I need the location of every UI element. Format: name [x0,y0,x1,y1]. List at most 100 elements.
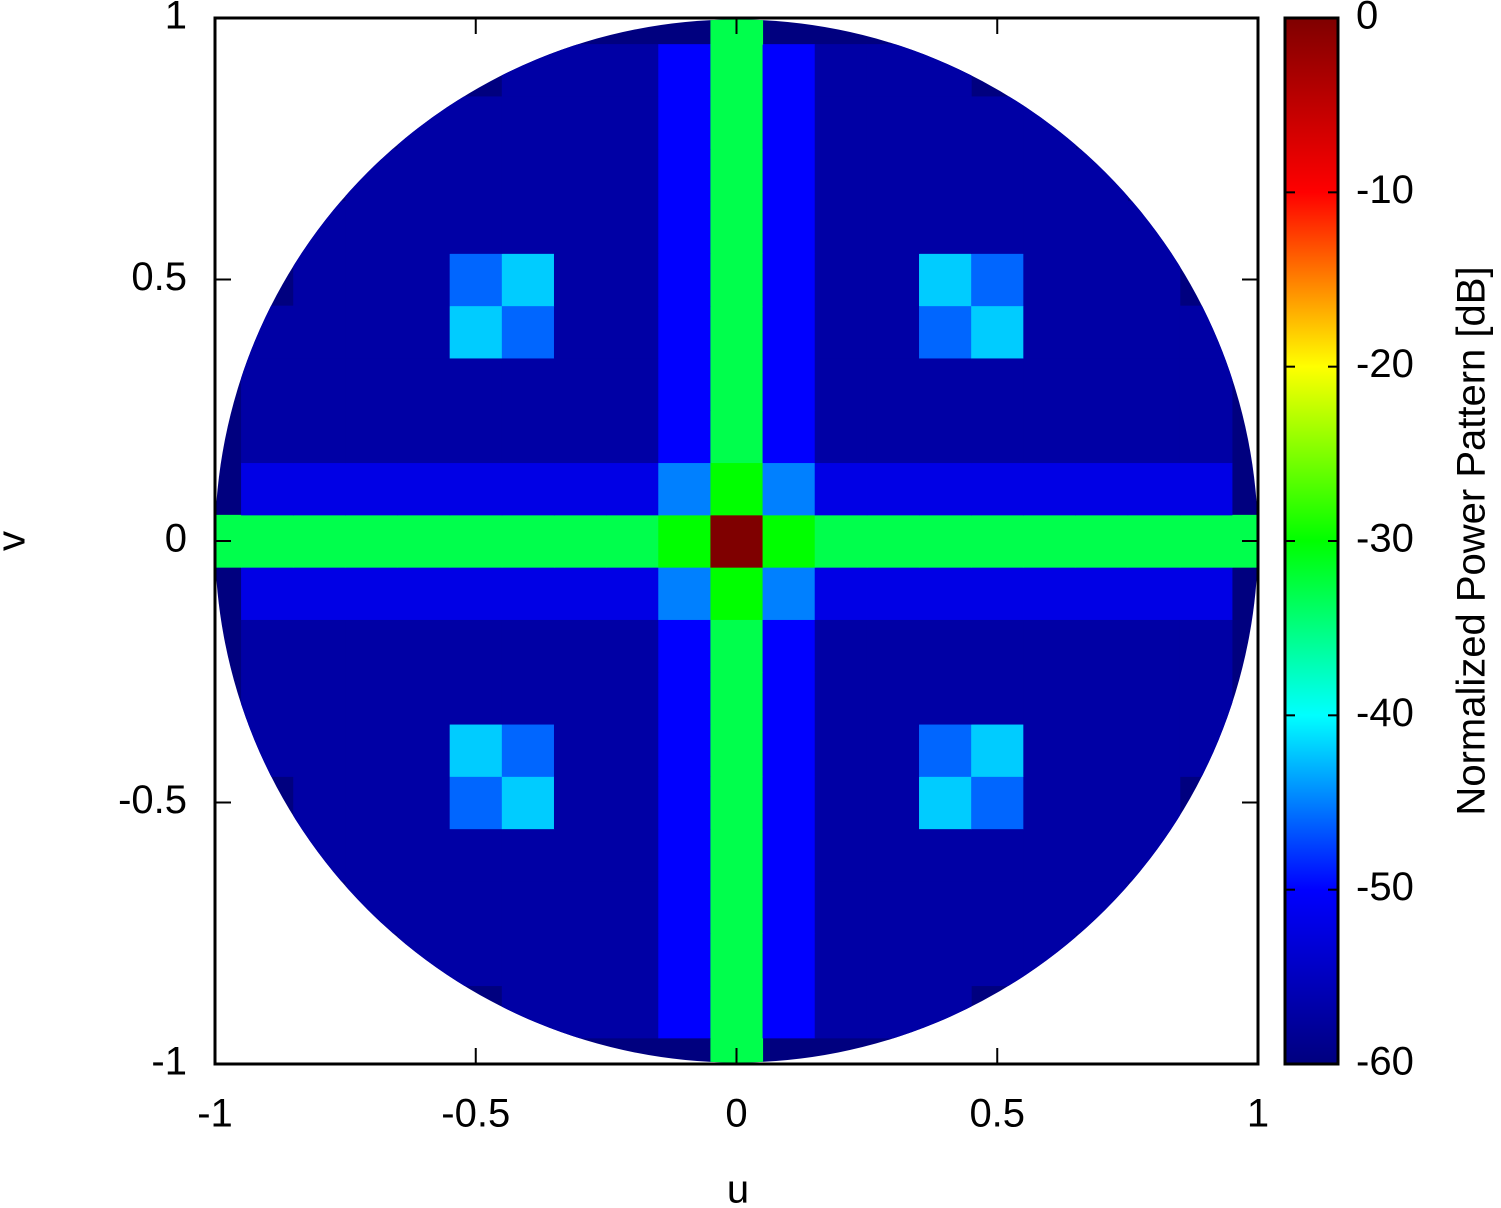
heatmap-cell [449,253,503,307]
heatmap-cell [919,724,972,777]
heatmap-cell [1179,567,1233,620]
heatmap-cell [1179,724,1233,777]
heatmap-cell [293,671,346,725]
heatmap-cell [397,933,451,987]
colorbar-label: Normalized Power Pattern [dB] [1450,266,1494,815]
heatmap-cell [1127,357,1181,411]
heatmap-cell [1023,567,1076,620]
x-tick-label: 0 [725,1092,747,1136]
heatmap-cell [553,410,607,464]
heatmap-cell [1023,96,1076,150]
heatmap-cell [866,880,920,934]
heatmap-cell [866,44,920,97]
heatmap-cell [762,933,816,987]
heatmap-cell [658,44,711,97]
heatmap-cell [606,828,659,882]
heatmap-cell [710,619,764,673]
heatmap-cell [658,148,711,202]
heatmap-cell [1075,462,1129,516]
heatmap-cell [710,985,764,1039]
heatmap-cell [345,148,399,202]
heatmap-cell [710,44,764,97]
heatmap-cell [345,828,399,882]
heatmap-cell [919,671,972,725]
heatmap-cell [710,357,764,411]
heatmap-cell [293,305,346,359]
heatmap-cell [1075,305,1129,359]
heatmap-cell [971,671,1024,725]
heatmap-cell [397,305,451,359]
heatmap-cell [397,619,451,673]
heatmap-cell [397,880,451,934]
heatmap-cell [449,410,503,464]
heatmap-cell [814,776,868,830]
heatmap-cell [606,357,659,411]
heatmap-cell [866,253,920,307]
heatmap-cell [814,253,868,307]
heatmap-cell [293,828,346,882]
heatmap-cell [449,357,503,411]
heatmap-cell [658,671,711,725]
heatmap-cell [1179,410,1233,464]
heatmap-cell [606,776,659,830]
heatmap-cell [501,933,555,987]
heatmap-cell [293,619,346,673]
heatmap-cell [919,933,972,987]
heatmap-cell [241,671,294,725]
heatmap-cell [762,724,816,777]
heatmap-cell [866,776,920,830]
heatmap-cell [919,357,972,411]
y-tick-label: 1 [165,0,187,38]
heatmap-cell [762,462,816,516]
heatmap-cell [762,828,816,882]
heatmap-cell [1075,253,1129,307]
heatmap-cell [1127,253,1181,307]
heatmap-cell [1127,410,1181,464]
y-tick-label: 0.5 [131,255,187,299]
heatmap-cell [553,96,607,150]
heatmap-cell [606,671,659,725]
heatmap-cell [1127,305,1181,359]
heatmap-cell [606,619,659,673]
heatmap-cell [397,410,451,464]
heatmap-cell [919,619,972,673]
heatmap-cell [919,462,972,516]
heatmap-cell [293,724,346,777]
heatmap-cell [710,462,764,516]
heatmap-cell [501,514,555,568]
heatmap-cell [1023,357,1076,411]
heatmap-cell [1023,305,1076,359]
heatmap-cell [1075,567,1129,620]
heatmap-cell [606,305,659,359]
heatmap-cell [397,567,451,620]
heatmap-cell [501,619,555,673]
heatmap-cell [1179,357,1233,411]
heatmap-cell [553,44,607,97]
heatmap-cell [1023,828,1076,882]
heatmap-cell [501,671,555,725]
heatmap-cell [606,933,659,987]
heatmap-cell [241,567,294,620]
heatmap-cell [710,201,764,254]
heatmap-cell [971,148,1024,202]
heatmap-cell [397,148,451,202]
x-tick-label: 0.5 [969,1092,1025,1136]
heatmap-cell [241,724,294,777]
heatmap-cell [1127,462,1181,516]
heatmap-cell [293,201,346,254]
heatmap-cell [241,357,294,411]
heatmap-cell [606,148,659,202]
heatmap-cell [971,619,1024,673]
heatmap-cell [606,44,659,97]
heatmap-cell [710,148,764,202]
heatmap-cell [762,44,816,97]
heatmap-cell [919,880,972,934]
heatmap-cell [449,305,503,359]
heatmap-cell [606,880,659,934]
heatmap-cell [971,933,1024,987]
heatmap-cell [1075,828,1129,882]
y-tick-label: -1 [151,1040,187,1084]
heatmap-cell [449,96,503,150]
heatmap-cell [710,933,764,987]
heatmap-cell [501,462,555,516]
